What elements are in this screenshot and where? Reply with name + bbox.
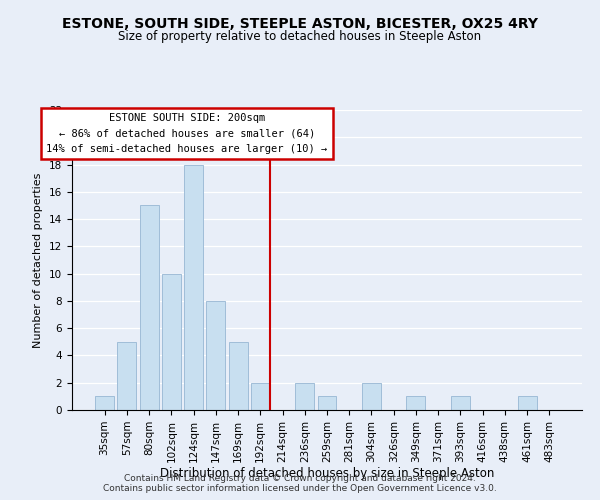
Y-axis label: Number of detached properties: Number of detached properties <box>34 172 43 348</box>
Bar <box>317 396 337 410</box>
Text: Contains public sector information licensed under the Open Government Licence v3: Contains public sector information licen… <box>103 484 497 493</box>
Bar <box>406 396 425 410</box>
Bar <box>206 301 225 410</box>
X-axis label: Distribution of detached houses by size in Steeple Aston: Distribution of detached houses by size … <box>160 468 494 480</box>
Bar <box>140 206 158 410</box>
Bar <box>118 342 136 410</box>
Bar <box>184 164 203 410</box>
Text: ESTONE, SOUTH SIDE, STEEPLE ASTON, BICESTER, OX25 4RY: ESTONE, SOUTH SIDE, STEEPLE ASTON, BICES… <box>62 18 538 32</box>
Bar <box>518 396 536 410</box>
Bar <box>95 396 114 410</box>
Bar <box>251 382 270 410</box>
Text: Contains HM Land Registry data © Crown copyright and database right 2024.: Contains HM Land Registry data © Crown c… <box>124 474 476 483</box>
Bar <box>295 382 314 410</box>
Text: ESTONE SOUTH SIDE: 200sqm
← 86% of detached houses are smaller (64)
14% of semi-: ESTONE SOUTH SIDE: 200sqm ← 86% of detac… <box>46 112 328 154</box>
Bar <box>162 274 181 410</box>
Bar <box>451 396 470 410</box>
Text: Size of property relative to detached houses in Steeple Aston: Size of property relative to detached ho… <box>118 30 482 43</box>
Bar <box>362 382 381 410</box>
Bar <box>229 342 248 410</box>
